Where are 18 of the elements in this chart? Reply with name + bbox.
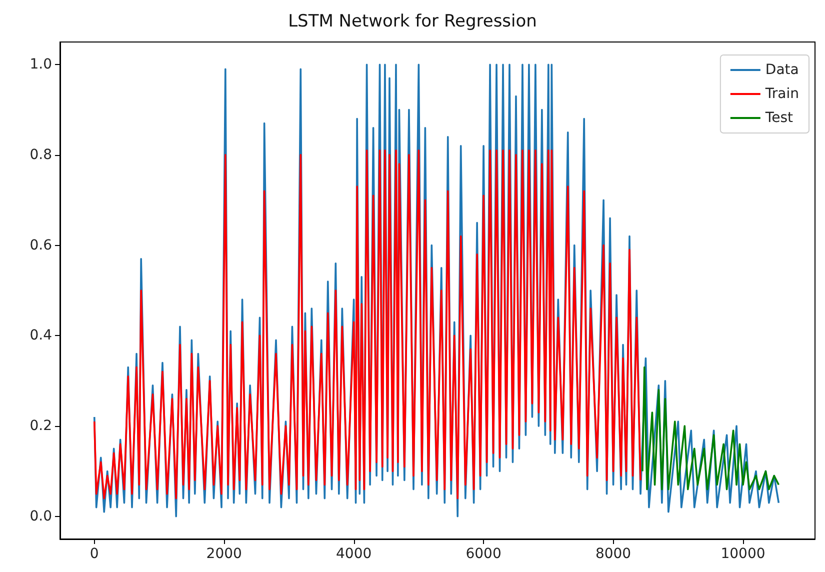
line-series	[93, 150, 642, 500]
line-series	[642, 366, 780, 490]
y-tick-label: 0.8	[30, 146, 52, 163]
y-tick-label: 0.6	[30, 237, 52, 254]
y-tick-label: 0.4	[30, 328, 52, 344]
x-tick-label: 0	[90, 546, 99, 562]
y-tick-label: 0.0	[30, 508, 52, 524]
x-tick-label: 6000	[466, 546, 502, 562]
y-tick-label: 1.0	[30, 56, 52, 73]
chart-title: LSTM Network for Regression	[288, 12, 537, 32]
legend-label: Train	[764, 86, 799, 102]
y-tick-label: 0.2	[30, 418, 52, 434]
legend-label: Data	[765, 62, 799, 78]
x-tick-label: 8000	[595, 546, 632, 562]
x-tick-label: 10000	[720, 546, 766, 562]
x-tick-label: 4000	[336, 546, 372, 562]
legend-label: Test	[764, 110, 794, 126]
x-tick-label: 2000	[206, 546, 242, 562]
